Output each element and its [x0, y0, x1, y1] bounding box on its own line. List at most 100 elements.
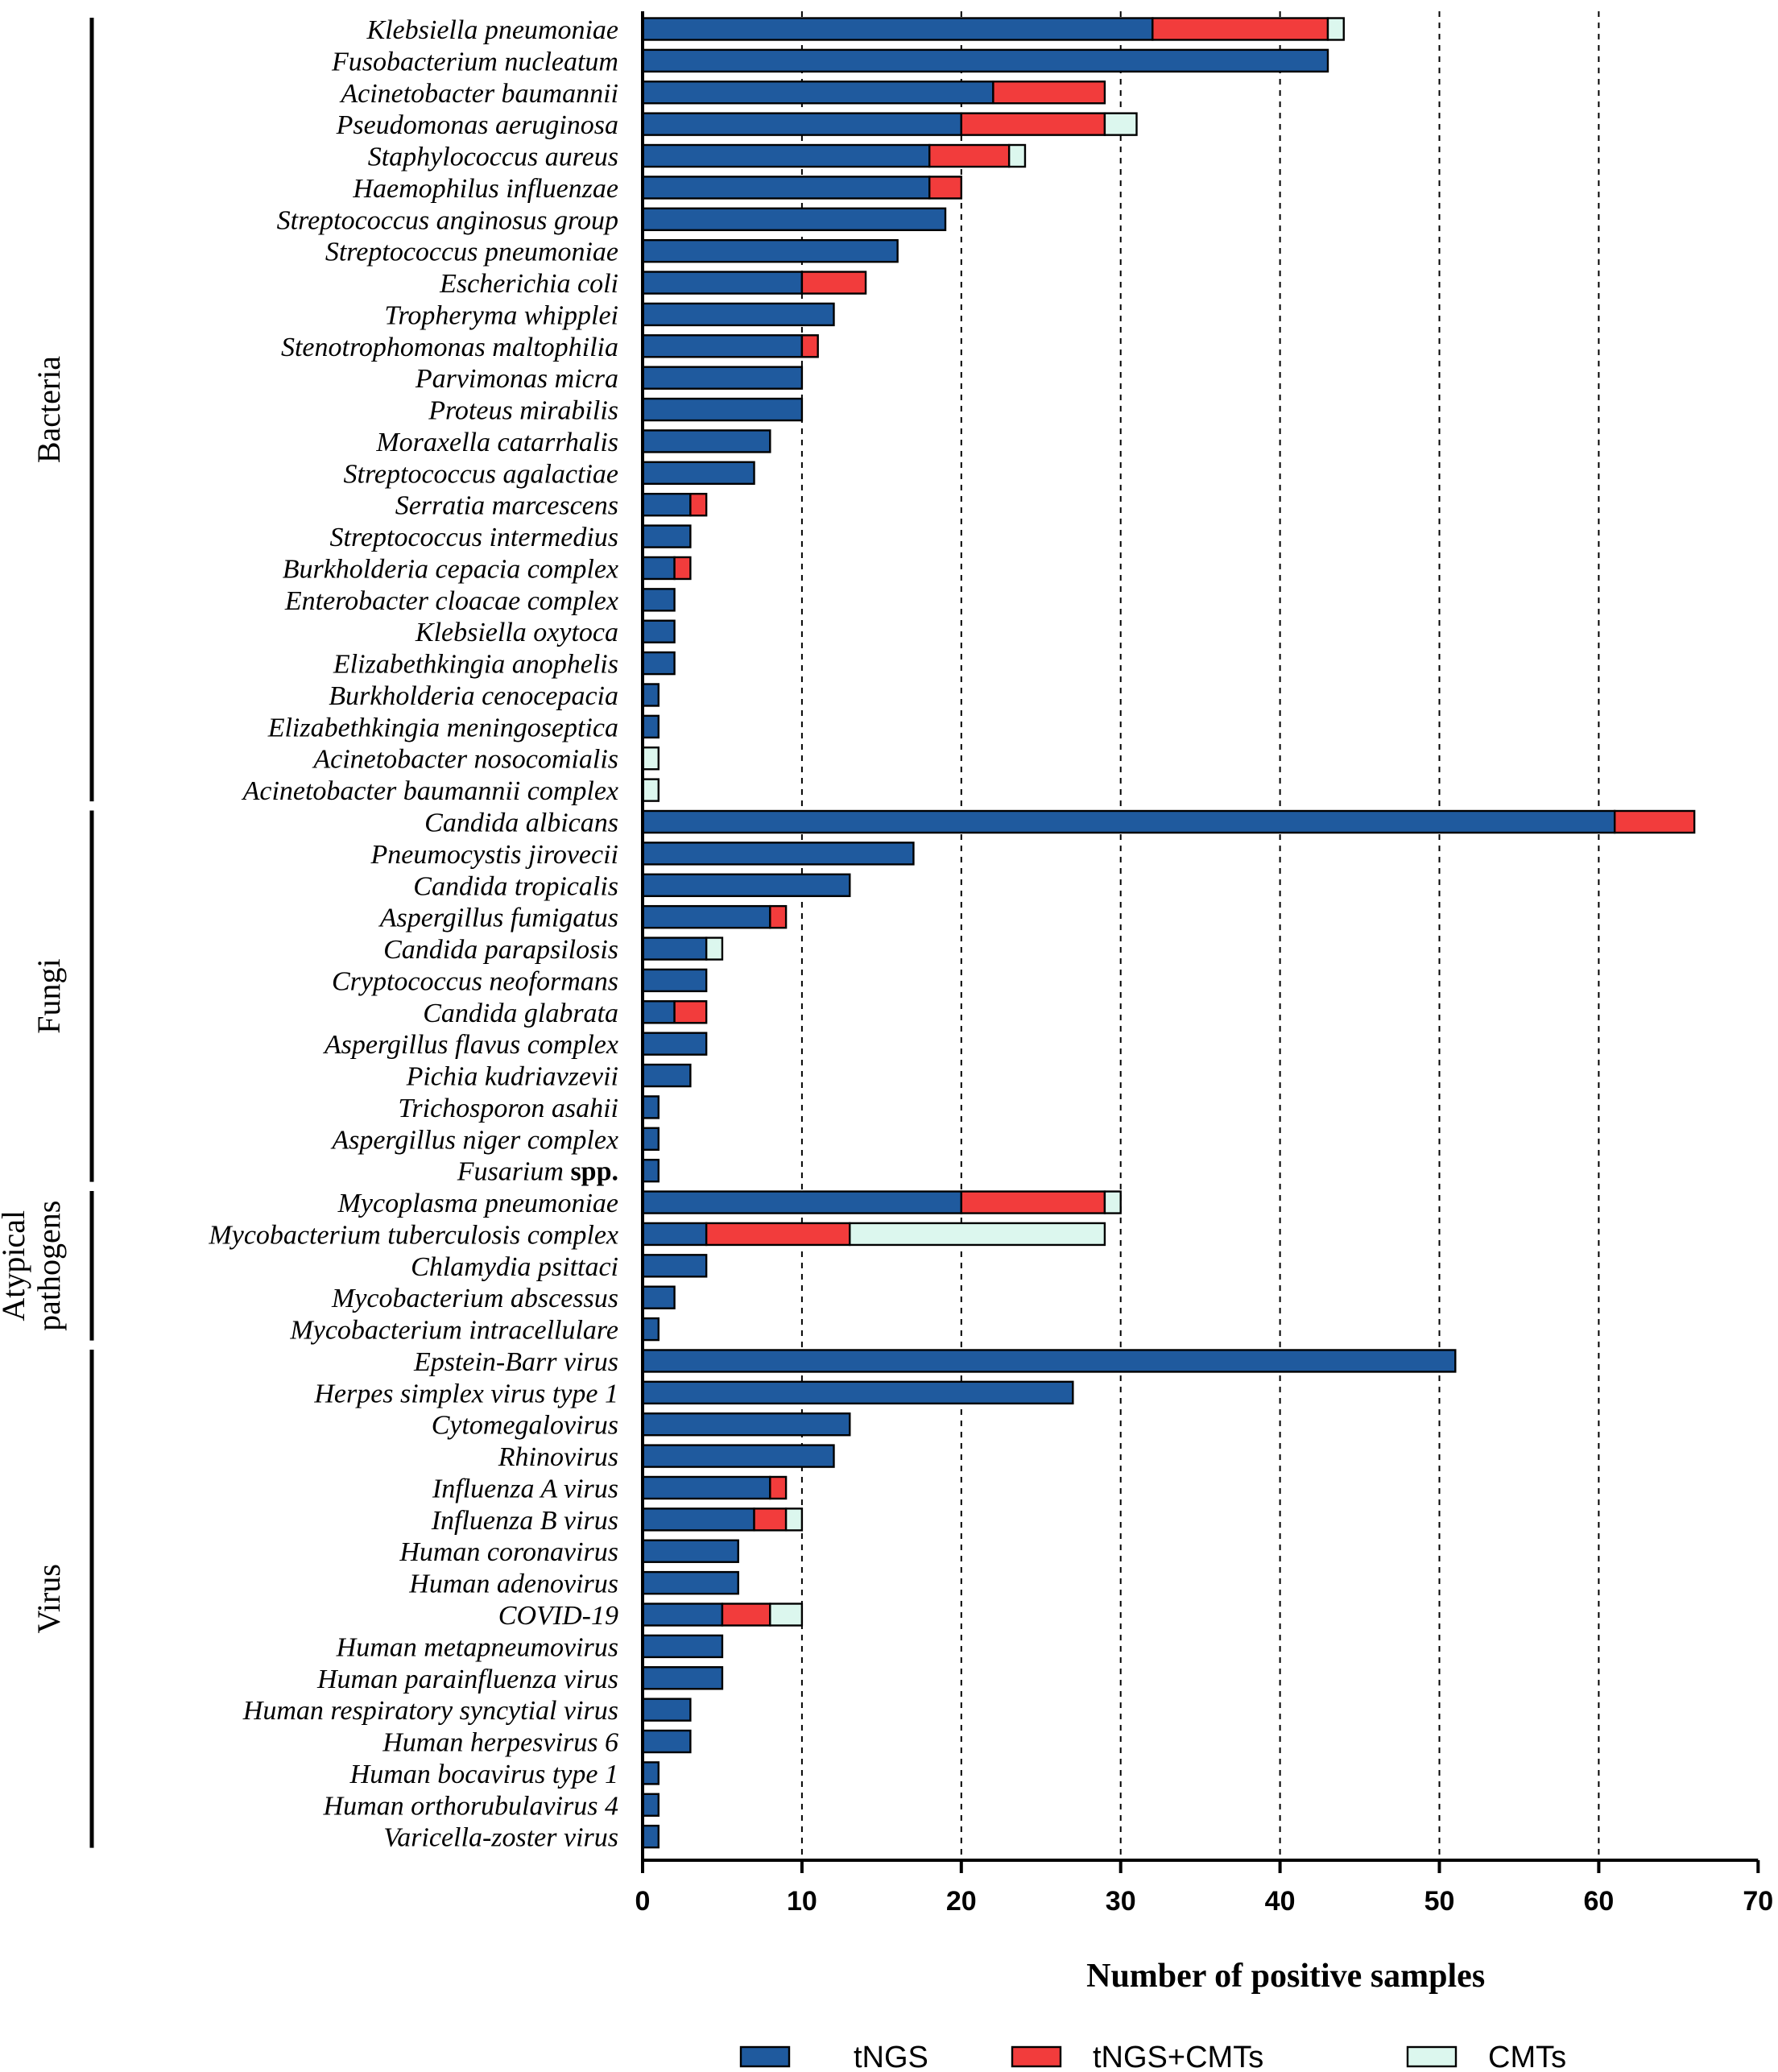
bar-38-tngs-cmts — [960, 1190, 1106, 1214]
bar-36-tngs — [641, 1127, 660, 1152]
category-label: Elizabethkingia anophelis — [333, 650, 618, 680]
legend-label-cmts: CMTs — [1488, 2041, 1566, 2072]
category-label: Pneumocystis jirovecii — [370, 840, 618, 870]
category-label: Enterobacter cloacae complex — [284, 586, 618, 616]
bar-4-cmts — [1103, 112, 1138, 136]
bar-28-tngs — [641, 873, 851, 897]
x-tick-label-40: 40 — [1265, 1886, 1296, 1917]
bar-8-tngs — [641, 238, 899, 263]
group-label-atypical-pathogens: pathogens — [31, 1201, 67, 1331]
category-label: Acinetobacter baumannii complex — [242, 776, 618, 806]
category-label: Human bocavirus type 1 — [349, 1760, 618, 1789]
bar-37-tngs — [641, 1158, 660, 1183]
category-label: Fusarium spp. — [457, 1157, 618, 1187]
category-label: Streptococcus agalactiae — [344, 459, 618, 489]
category-label: Aspergillus fumigatus — [378, 904, 618, 933]
bar-48-tngs-cmts — [753, 1507, 788, 1532]
category-label: Klebsiella oxytoca — [415, 618, 618, 647]
bar-44-tngs — [641, 1380, 1074, 1405]
grid-lines — [800, 11, 1600, 1860]
category-label: Pseudomonas aeruginosa — [336, 110, 618, 140]
bar-51-tngs — [641, 1603, 724, 1627]
bar-16-tngs-cmts — [689, 493, 708, 517]
category-label: Influenza A virus — [432, 1474, 618, 1503]
bar-26-tngs-cmts — [1613, 809, 1696, 834]
bar-33-tngs — [641, 1032, 708, 1056]
category-label: Herpes simplex virus type 1 — [313, 1379, 618, 1408]
legend: tNGS tNGS+CMTs CMTs — [739, 2041, 1566, 2072]
bar-4-tngs — [641, 112, 962, 136]
category-label: Staphylococcus aureus — [368, 143, 618, 172]
bar-39-cmts — [849, 1222, 1106, 1247]
category-label: Mycoplasma pneumoniae — [337, 1189, 618, 1218]
bar-3-tngs-cmts — [992, 81, 1106, 105]
bar-3-tngs — [641, 81, 994, 105]
x-tick-label-30: 30 — [1106, 1886, 1136, 1917]
bar-14-tngs — [641, 429, 771, 453]
bar-51-cmts — [769, 1603, 804, 1627]
bar-56-tngs — [641, 1761, 660, 1785]
bar-21-tngs — [641, 651, 676, 676]
bar-18-tngs-cmts — [673, 556, 692, 581]
category-label: Burkholderia cenocepacia — [329, 681, 618, 711]
category-label: Aspergillus niger complex — [330, 1125, 618, 1155]
category-label: Human orthorubulavirus 4 — [323, 1791, 618, 1821]
x-tick-label-0: 0 — [635, 1886, 651, 1917]
bar-55-tngs — [641, 1729, 692, 1754]
bar-45-tngs — [641, 1412, 851, 1437]
category-label: Parvimonas micra — [415, 364, 618, 394]
x-tick-label-20: 20 — [946, 1886, 977, 1917]
bar-58-tngs — [641, 1824, 660, 1849]
bar-18-tngs — [641, 556, 676, 581]
bar-22-tngs — [641, 683, 660, 707]
category-label: Influenza B virus — [431, 1506, 618, 1536]
x-axis-title: Number of positive samples — [1086, 1958, 1485, 1995]
bar-35-tngs — [641, 1095, 660, 1119]
bar-25-cmts — [641, 778, 660, 802]
bar-5-tngs-cmts — [928, 143, 1011, 168]
category-label: Haemophilus influenzae — [352, 174, 618, 204]
bar-7-tngs — [641, 207, 947, 231]
bar-26-tngs — [641, 809, 1616, 834]
group-label-bacteria: Bacteria — [31, 356, 67, 463]
category-label: COVID-19 — [498, 1601, 618, 1631]
bar-50-tngs — [641, 1570, 739, 1595]
category-label: Tropheryma whipplei — [384, 300, 618, 330]
bar-40-tngs — [641, 1254, 708, 1278]
bar-47-tngs — [641, 1475, 771, 1500]
bar-15-tngs — [641, 461, 755, 486]
bar-32-tngs — [641, 1000, 676, 1024]
category-label: Trichosporon asahii — [398, 1094, 618, 1123]
category-label: Klebsiella pneumoniae — [366, 15, 618, 45]
group-label-virus: Virus — [31, 1564, 67, 1633]
bar-38-cmts — [1103, 1190, 1122, 1214]
category-label: Escherichia coli — [439, 269, 618, 299]
bar-34-tngs — [641, 1063, 692, 1088]
bar-52-tngs — [641, 1634, 724, 1659]
group-brackets: Bacteria Fungi Atypical pathogens Virus — [0, 18, 94, 1848]
category-label: Cryptococcus neoformans — [332, 966, 618, 996]
category-label: Cytomegalovirus — [432, 1411, 618, 1441]
category-label: Pichia kudriavzevii — [406, 1062, 618, 1092]
x-tick-label-10: 10 — [787, 1886, 817, 1917]
category-label: Elizabethkingia meningoseptica — [267, 713, 618, 742]
category-label: Moraxella catarrhalis — [375, 428, 618, 457]
category-label: Mycobacterium abscessus — [331, 1284, 618, 1313]
category-label: Mycobacterium tuberculosis complex — [208, 1220, 618, 1250]
bar-48-tngs — [641, 1507, 755, 1532]
group-label-fungi: Fungi — [31, 958, 67, 1033]
bar-9-tngs — [641, 271, 804, 295]
category-label: Rhinovirus — [498, 1442, 618, 1472]
category-label: Acinetobacter nosocomialis — [312, 745, 618, 775]
bar-48-cmts — [784, 1507, 804, 1532]
category-label: Chlamydia psittaci — [411, 1252, 618, 1282]
bar-23-tngs — [641, 714, 660, 739]
x-tick-label-50: 50 — [1424, 1886, 1455, 1917]
bar-42-tngs — [641, 1317, 660, 1342]
bar-6-tngs — [641, 176, 931, 200]
bar-11-tngs-cmts — [800, 334, 819, 358]
bar-1-tngs-cmts — [1152, 17, 1329, 41]
category-label: Human parainfluenza virus — [316, 1665, 618, 1694]
category-label: Human metapneumovirus — [336, 1632, 618, 1662]
